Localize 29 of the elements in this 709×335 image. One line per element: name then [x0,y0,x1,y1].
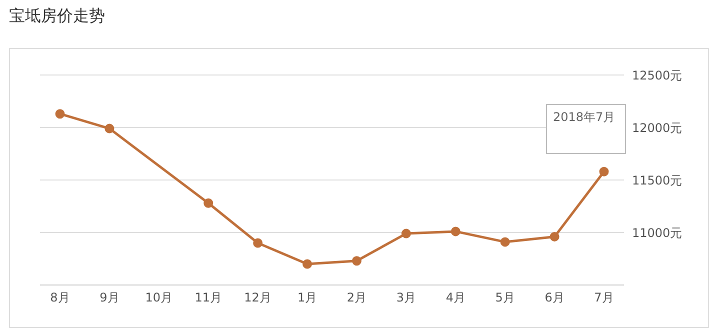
x-tick-label: 5月 [495,290,515,305]
x-tick-label: 4月 [446,290,466,305]
point [104,124,114,134]
x-tick-label: 2月 [346,290,367,305]
x-tick-label: 6月 [544,290,564,305]
point [550,232,560,242]
x-tick-label: 11月 [194,290,222,305]
y-tick-label: 11500元 [632,173,682,188]
x-tick-label: 9月 [100,290,120,305]
x-tick-label: 1月 [297,290,318,305]
x-tick-label: 3月 [396,290,416,305]
y-tick-label: 11000元 [632,226,682,240]
point [204,198,214,208]
point [500,237,510,247]
x-tick-label: 10月 [145,290,173,305]
x-tick-label: 12月 [244,290,272,305]
x-tick-label: 7月 [594,290,614,305]
point [599,166,609,176]
point [352,256,362,266]
point [253,238,263,248]
point [55,109,65,119]
y-tick-label: 12500元 [632,68,682,82]
x-tick-label: 8月 [50,290,70,305]
point [401,228,411,238]
y-tick-label: 12000元 [632,120,682,135]
tooltip-box: 2018年7月 [546,104,626,154]
point [450,226,460,236]
chart-title: 宝坻房价走势 [9,6,105,27]
point [302,259,312,269]
